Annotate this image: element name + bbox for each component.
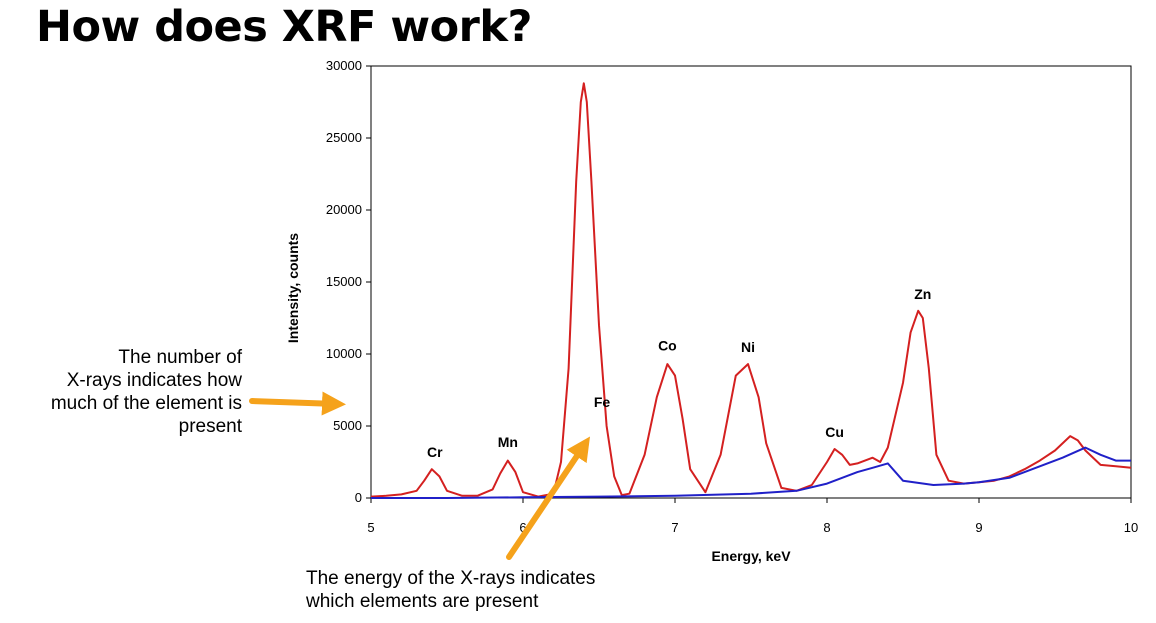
callout-arrow-bottom [506, 436, 591, 560]
x-tick-label: 9 [975, 520, 982, 535]
callout-arrow-left [249, 391, 346, 416]
y-tick-label: 0 [355, 490, 362, 505]
y-tick-label: 25000 [326, 130, 362, 145]
x-tick-label: 8 [823, 520, 830, 535]
peak-label: Cu [825, 424, 844, 440]
plot-frame [370, 65, 1132, 499]
callout-left-line: X-rays indicates how [66, 370, 242, 391]
peak-label: Co [658, 338, 677, 354]
y-tick-label: 20000 [326, 202, 362, 217]
callout-left-text: The number of X-rays indicates how much … [0, 346, 242, 438]
peak-label: Zn [914, 286, 931, 302]
y-tick-label: 15000 [326, 274, 362, 289]
x-axis-label: Energy, keV [711, 548, 791, 564]
callout-left-line: much of the element is [50, 393, 242, 414]
y-tick-label: 30000 [326, 58, 362, 73]
series-line [371, 446, 1131, 499]
plot-area-border [370, 65, 1132, 499]
callout-bottom-text: The energy of the X-rays indicates which… [306, 567, 726, 613]
x-tick-label: 5 [367, 520, 374, 535]
peak-label: Fe [594, 394, 611, 410]
y-axis-label: Intensity, counts [285, 233, 301, 343]
x-tick-label: 10 [1124, 520, 1138, 535]
x-axis-ticks: 5 6 7 8 9 10 [367, 498, 1138, 535]
peak-label: Ni [741, 339, 755, 355]
peak-labels: Cr Mn Fe Co Ni Cu Zn [427, 286, 931, 460]
callout-left-line: present [178, 416, 242, 437]
peak-label: Cr [427, 444, 443, 460]
peak-label: Mn [498, 434, 518, 450]
y-axis-ticks: 0 5000 10000 15000 20000 25000 30000 [326, 58, 371, 505]
y-tick-label: 5000 [333, 418, 362, 433]
x-tick-label: 7 [671, 520, 678, 535]
slide-title: How does XRF work? [36, 2, 532, 52]
series-line [370, 82, 1132, 498]
series-layer [370, 82, 1132, 499]
callout-bottom-line: which elements are present [306, 591, 539, 612]
callout-left-line: The number of [118, 347, 242, 368]
callout-bottom-line: The energy of the X-rays indicates [306, 568, 596, 589]
x-tick-label: 6 [519, 520, 526, 535]
y-tick-label: 10000 [326, 346, 362, 361]
